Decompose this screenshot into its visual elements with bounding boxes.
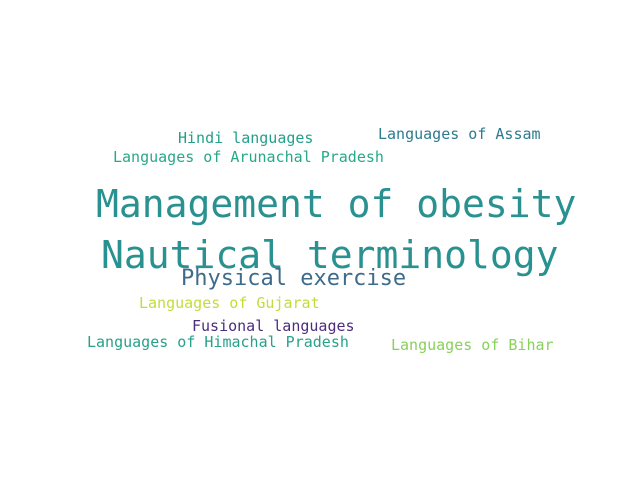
word-fusional-languages: Fusional languages (192, 317, 355, 335)
word-nautical-terminology: Nautical terminology (101, 233, 559, 277)
word-physical-exercise: Physical exercise (181, 266, 407, 291)
word-languages-of-arunachal-pradesh: Languages of Arunachal Pradesh (113, 148, 384, 166)
word-hindi-languages: Hindi languages (178, 129, 314, 147)
word-languages-of-gujarat: Languages of Gujarat (139, 294, 320, 312)
word-languages-of-bihar: Languages of Bihar (391, 336, 554, 354)
word-management-of-obesity: Management of obesity (96, 182, 577, 226)
word-languages-of-himachal-pradesh: Languages of Himachal Pradesh (87, 333, 349, 351)
word-languages-of-assam: Languages of Assam (378, 125, 541, 143)
